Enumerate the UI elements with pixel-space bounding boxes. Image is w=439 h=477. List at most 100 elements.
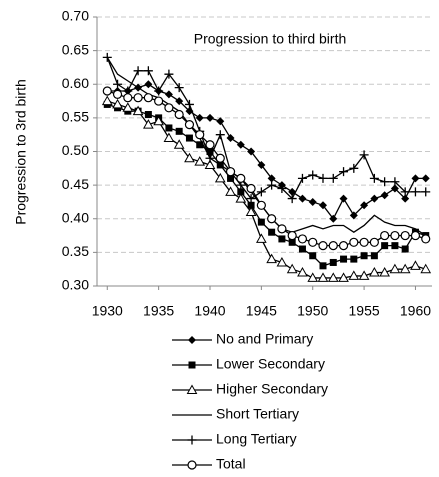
data-point (184, 99, 194, 109)
legend-label: Long Tertiary (216, 431, 297, 447)
legend-label: No and Primary (216, 331, 313, 347)
data-point (297, 173, 307, 183)
data-point (349, 211, 358, 220)
data-point (381, 242, 389, 250)
data-point (154, 96, 164, 106)
data-point (102, 86, 112, 96)
data-point (112, 98, 123, 109)
data-point (257, 218, 265, 226)
x-tick-label: 1955 (349, 303, 380, 319)
data-point (225, 186, 236, 196)
data-point (216, 117, 225, 126)
data-point (401, 245, 409, 253)
data-point (185, 134, 193, 142)
x-tick-label: 1960 (400, 303, 431, 319)
data-point (401, 194, 410, 203)
data-point (317, 272, 329, 282)
data-point (122, 102, 134, 112)
data-point (298, 245, 306, 253)
data-point (267, 180, 277, 190)
data-point (340, 255, 348, 263)
data-point (369, 237, 379, 247)
y-tick-label: 0.50 (62, 142, 89, 158)
data-point (328, 241, 338, 251)
data-point (246, 183, 256, 194)
data-point (144, 80, 153, 89)
data-point (184, 119, 195, 130)
data-point (421, 174, 430, 183)
data-point (410, 187, 420, 197)
y-tick-label: 0.40 (62, 209, 89, 225)
legend-label: Total (216, 456, 246, 472)
data-point (410, 260, 421, 270)
data-point (214, 172, 226, 183)
data-point (174, 83, 184, 93)
data-point (329, 214, 338, 223)
data-point (256, 200, 266, 210)
data-point (123, 93, 133, 103)
data-point (308, 170, 318, 180)
data-point (256, 187, 266, 197)
x-tick-label: 1940 (194, 303, 225, 319)
y-tick-label: 0.70 (62, 8, 89, 24)
y-tick-label: 0.45 (62, 176, 89, 192)
data-point (370, 252, 378, 260)
legend-marker (188, 361, 196, 369)
data-point (143, 66, 153, 76)
data-point (194, 156, 206, 166)
data-point (309, 252, 317, 260)
data-point (196, 141, 204, 149)
data-point (421, 234, 431, 244)
data-point (297, 234, 308, 244)
data-point (175, 127, 183, 135)
data-point (349, 237, 359, 247)
data-point (226, 134, 235, 143)
data-point (267, 214, 277, 224)
data-point (400, 187, 410, 197)
x-tick-label: 1945 (246, 303, 277, 319)
data-point (359, 150, 369, 160)
data-point (236, 140, 245, 149)
data-point (247, 201, 255, 209)
legend-marker (188, 336, 196, 344)
data-point (379, 267, 390, 277)
data-point (389, 263, 401, 274)
data-point (399, 263, 411, 274)
data-point (266, 253, 277, 264)
data-point (298, 194, 307, 203)
data-point (257, 160, 266, 169)
data-point (245, 206, 257, 217)
data-point (319, 201, 327, 210)
data-point (339, 194, 348, 203)
data-point (164, 90, 173, 99)
data-point (338, 241, 349, 251)
data-point (256, 233, 267, 243)
data-point (380, 191, 389, 200)
y-axis-label: Progression to 3rd birth (13, 79, 29, 225)
data-point (225, 167, 236, 177)
data-point (175, 97, 184, 106)
x-tick-label: 1935 (143, 303, 174, 319)
data-point (286, 263, 298, 274)
y-tick-label: 0.65 (62, 41, 89, 57)
data-point (288, 238, 296, 246)
data-point (143, 119, 154, 129)
data-point (144, 111, 152, 119)
data-point (276, 256, 288, 267)
data-point (184, 152, 195, 163)
data-point (153, 115, 164, 126)
y-tick-label: 0.55 (62, 109, 89, 125)
data-point (369, 267, 380, 277)
data-point (329, 258, 337, 266)
data-point (154, 86, 164, 96)
data-point (205, 140, 215, 150)
data-point (173, 139, 185, 149)
data-point (195, 130, 205, 140)
data-point (390, 230, 400, 241)
data-point (174, 109, 184, 120)
data-point (215, 153, 225, 163)
data-point (358, 270, 370, 280)
y-tick-label: 0.60 (62, 75, 89, 91)
data-point (267, 174, 276, 183)
data-point (278, 235, 286, 243)
